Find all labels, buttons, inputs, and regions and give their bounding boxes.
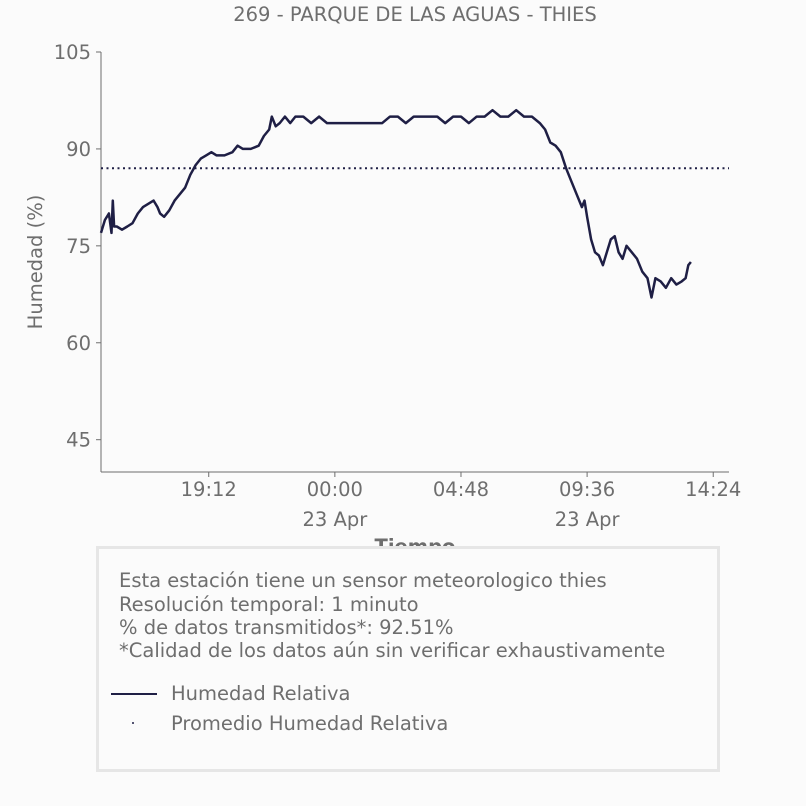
- resolution-text: Resolución temporal: 1 minuto: [119, 593, 419, 616]
- x-tick-label: 14:24: [685, 478, 741, 501]
- ticks: 45 60 75 90 105 19:12 00:00 23 Apr 04:48 09:36 23 …: [54, 41, 742, 531]
- legend-box: Esta estación tiene un sensor meteorolog…: [96, 546, 720, 772]
- legend-label-humedad: Humedad Relativa: [171, 682, 351, 705]
- data-transmitted-text: % de datos transmitidos*: 92.51%: [119, 616, 454, 639]
- legend-item-promedio: Promedio Humedad Relativa: [111, 712, 511, 736]
- x-tick-label: 00:00: [307, 478, 363, 501]
- legend-label-promedio: Promedio Humedad Relativa: [171, 712, 449, 735]
- y-tick-label: 105: [54, 41, 91, 64]
- humidity-chart: 269 - PARQUE DE LAS AGUAS - THIES Humeda…: [24, 3, 742, 558]
- chart-title: 269 - PARQUE DE LAS AGUAS - THIES: [233, 3, 597, 26]
- legend-item-humedad: Humedad Relativa: [111, 682, 511, 706]
- y-tick-label: 75: [66, 235, 91, 258]
- station-info-text: Esta estación tiene un sensor meteorolog…: [119, 569, 607, 592]
- legend-solid-line-swatch: [111, 693, 157, 695]
- x-tick-label: 09:36: [559, 478, 615, 501]
- x-tick-label: 04:48: [433, 478, 489, 501]
- y-tick-label: 90: [66, 138, 91, 161]
- y-tick-label: 45: [66, 429, 91, 452]
- x-tick-label: 19:12: [181, 478, 237, 501]
- x-tick-date-label: 23 Apr: [302, 508, 368, 531]
- y-tick-label: 60: [66, 332, 91, 355]
- humidity-line: [99, 108, 692, 299]
- quality-note-text: *Calidad de los datos aún sin verificar …: [119, 639, 666, 662]
- axes: [100, 52, 729, 473]
- x-tick-date-label: 23 Apr: [555, 508, 621, 531]
- y-axis-label: Humedad (%): [24, 195, 47, 330]
- series-group: [99, 108, 729, 299]
